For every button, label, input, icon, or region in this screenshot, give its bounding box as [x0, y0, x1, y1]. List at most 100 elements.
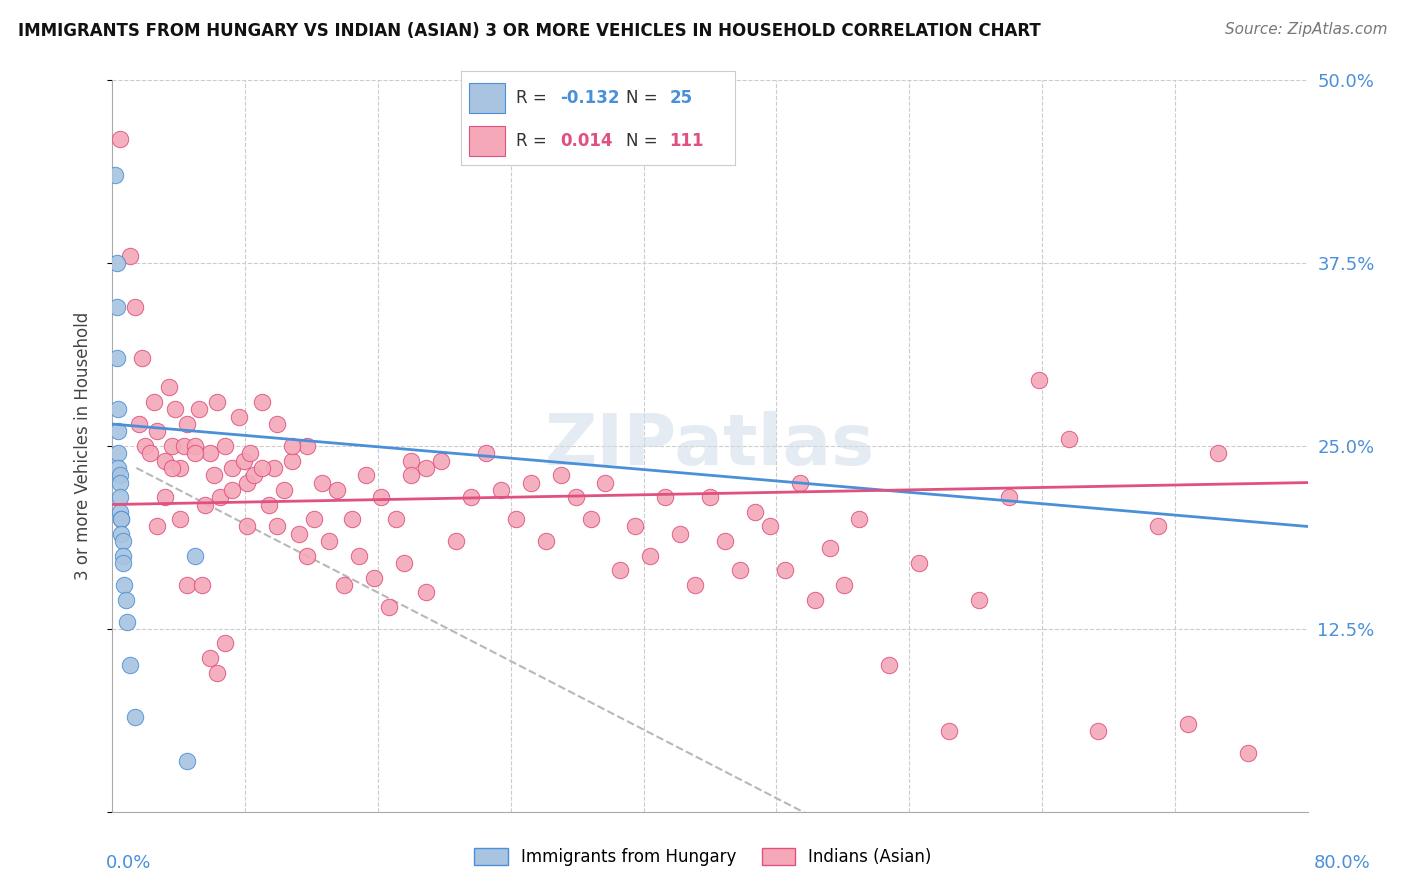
Point — [188, 402, 211, 417]
Point — [325, 483, 347, 497]
Text: IMMIGRANTS FROM HUNGARY VS INDIAN (ASIAN) 3 OR MORE VEHICLES IN HOUSEHOLD CORREL: IMMIGRANTS FROM HUNGARY VS INDIAN (ASIAN… — [18, 22, 1040, 40]
Point — [143, 395, 166, 409]
Point — [333, 578, 356, 592]
Point — [108, 468, 131, 483]
Point — [110, 526, 132, 541]
Point — [347, 549, 370, 563]
Point — [640, 549, 662, 563]
Point — [263, 461, 285, 475]
Text: N =: N = — [626, 132, 662, 150]
Point — [288, 526, 311, 541]
Point — [475, 446, 498, 460]
Text: 111: 111 — [669, 132, 704, 150]
Point — [110, 512, 132, 526]
Point — [153, 490, 176, 504]
Point — [266, 417, 288, 431]
Point — [228, 409, 250, 424]
Point — [250, 461, 273, 475]
Point — [392, 556, 415, 570]
Text: Source: ZipAtlas.com: Source: ZipAtlas.com — [1225, 22, 1388, 37]
Point — [139, 446, 162, 460]
Point — [205, 665, 228, 680]
Point — [295, 549, 318, 563]
Point — [111, 534, 134, 549]
Point — [134, 439, 156, 453]
Point — [243, 468, 266, 483]
Point — [550, 468, 572, 483]
Point — [239, 446, 262, 460]
Point — [165, 402, 187, 417]
Point — [107, 402, 129, 417]
Point — [340, 512, 363, 526]
Point — [183, 439, 205, 453]
Point — [162, 439, 183, 453]
Point — [714, 534, 737, 549]
Point — [214, 636, 236, 650]
Bar — [470, 126, 505, 156]
Text: ZIPatlas: ZIPatlas — [546, 411, 875, 481]
Point — [834, 578, 856, 592]
Point — [117, 615, 139, 629]
Point — [520, 475, 543, 490]
Point — [128, 417, 150, 431]
Point — [183, 446, 205, 460]
Point — [534, 534, 557, 549]
Point — [198, 446, 221, 460]
Point — [281, 439, 304, 453]
Point — [444, 534, 467, 549]
Point — [131, 351, 153, 366]
Point — [202, 468, 225, 483]
Point — [385, 512, 408, 526]
Point — [162, 461, 183, 475]
Point — [848, 512, 870, 526]
Point — [176, 417, 198, 431]
Point — [236, 519, 259, 533]
Point — [1087, 724, 1109, 739]
Point — [564, 490, 586, 504]
Point — [401, 468, 423, 483]
Point — [699, 490, 721, 504]
Point — [120, 658, 142, 673]
Point — [318, 534, 340, 549]
Point — [460, 490, 482, 504]
Point — [505, 512, 527, 526]
Point — [302, 512, 325, 526]
Point — [176, 578, 198, 592]
Point — [176, 754, 198, 768]
Point — [295, 439, 318, 453]
Point — [579, 512, 602, 526]
Point — [124, 709, 146, 723]
Point — [259, 498, 281, 512]
Point — [169, 461, 191, 475]
Point — [120, 249, 142, 263]
Point — [108, 505, 131, 519]
Point — [415, 585, 437, 599]
Point — [209, 490, 232, 504]
Point — [1057, 432, 1080, 446]
Point — [1147, 519, 1170, 533]
Point — [624, 519, 647, 533]
Point — [108, 475, 131, 490]
Point — [595, 475, 617, 490]
Text: 0.014: 0.014 — [560, 132, 613, 150]
Point — [266, 519, 288, 533]
Legend: Immigrants from Hungary, Indians (Asian): Immigrants from Hungary, Indians (Asian) — [468, 841, 938, 873]
Point — [110, 512, 132, 526]
Point — [146, 425, 169, 439]
Point — [183, 549, 205, 563]
Point — [789, 475, 811, 490]
Point — [111, 549, 134, 563]
Text: 25: 25 — [669, 88, 693, 106]
Point — [998, 490, 1021, 504]
Text: 80.0%: 80.0% — [1315, 854, 1371, 871]
Point — [104, 169, 127, 183]
Point — [744, 505, 766, 519]
Point — [938, 724, 960, 739]
Point — [363, 571, 385, 585]
Text: N =: N = — [626, 88, 662, 106]
Point — [221, 461, 243, 475]
Point — [124, 300, 146, 314]
Point — [233, 453, 256, 467]
Point — [773, 563, 796, 577]
Point — [221, 483, 243, 497]
